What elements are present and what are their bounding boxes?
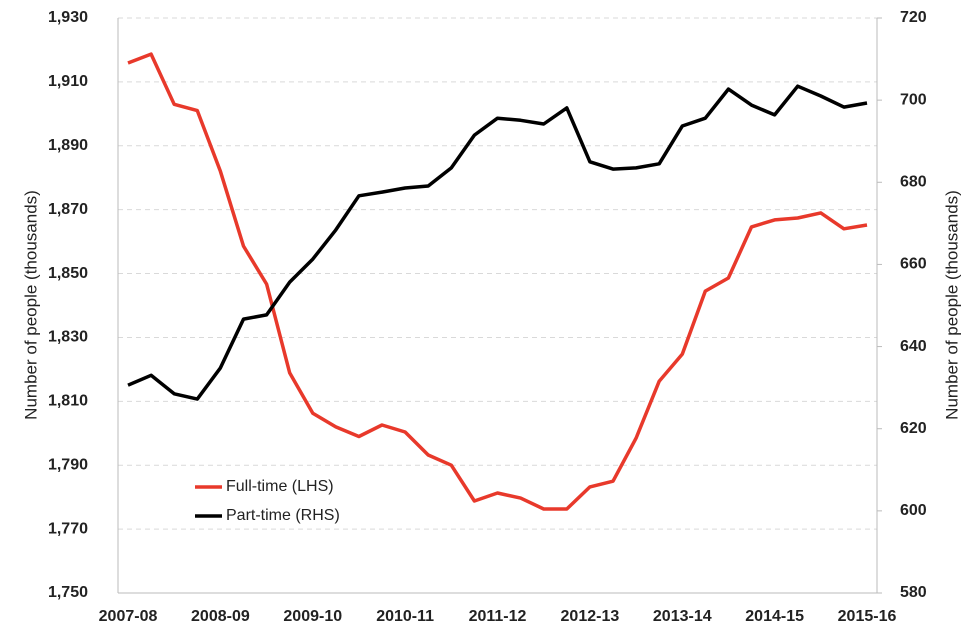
legend-label: Part-time (RHS) [226, 507, 340, 524]
series-line [127, 52, 868, 511]
x-tick-label: 2014-15 [745, 608, 804, 625]
y-tick-label: 1,810 [48, 393, 88, 410]
y-tick-label: 1,830 [48, 329, 88, 346]
y2-tick-label: 700 [900, 91, 927, 108]
y2-tick-label: 720 [900, 9, 927, 26]
legend-label: Full-time (LHS) [226, 478, 334, 495]
x-tick-label: 2009-10 [283, 608, 342, 625]
x-tick-label: 2015-16 [838, 608, 897, 625]
x-tick-label: 2011-12 [469, 608, 527, 625]
y-tick-label: 1,790 [48, 456, 88, 473]
y2-tick-label: 600 [900, 502, 927, 519]
series-line [127, 84, 868, 401]
x-tick-label: 2008-09 [191, 608, 250, 625]
y-tick-label: 1,890 [48, 137, 88, 154]
y-tick-label: 1,750 [48, 584, 88, 601]
y2-tick-label: 640 [900, 338, 927, 355]
y-tick-label: 1,850 [48, 265, 88, 282]
y-tick-label: 1,770 [48, 520, 88, 537]
x-tick-label: 2010-11 [376, 608, 434, 625]
y2-tick-label: 580 [900, 584, 927, 601]
y-tick-label: 1,930 [48, 9, 88, 26]
x-tick-label: 2007-08 [99, 608, 158, 625]
y2-axis-label: Number of people (thousands) [942, 190, 961, 420]
y-axis-label: Number of people (thousands) [21, 190, 40, 420]
y-tick-label: 1,870 [48, 201, 88, 218]
y2-tick-label: 680 [900, 174, 927, 191]
y-tick-label: 1,910 [48, 73, 88, 90]
y2-tick-label: 620 [900, 420, 927, 437]
y2-tick-label: 660 [900, 256, 927, 273]
x-tick-label: 2012-13 [561, 608, 620, 625]
x-tick-label: 2013-14 [653, 608, 712, 625]
